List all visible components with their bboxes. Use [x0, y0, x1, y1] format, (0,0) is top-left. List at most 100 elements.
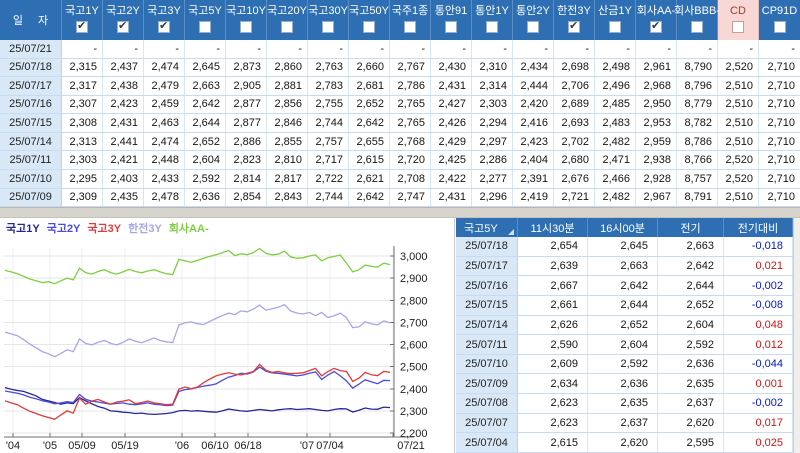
- detail-prev-cell: 2,644: [658, 276, 724, 295]
- value-cell: 2,814: [226, 169, 267, 188]
- table-row[interactable]: 25/07/21- - - - - - - - - - - - - - - - - -: [0, 40, 800, 59]
- detail-row[interactable]: 25/07/04 2,615 2,620 2,595 0,025: [456, 433, 793, 453]
- value-cell: 2,303: [472, 95, 513, 114]
- vertical-scrollbar[interactable]: [793, 218, 800, 453]
- column-checkbox[interactable]: [199, 21, 211, 33]
- detail-row[interactable]: 25/07/14 2,626 2,652 2,604 0,048: [456, 315, 793, 336]
- detail-1130-cell: 2,661: [518, 295, 588, 315]
- value-cell: 2,297: [472, 132, 513, 151]
- legend-item-한전3Y: 한전3Y: [128, 223, 162, 235]
- value-cell: 2,295: [62, 169, 103, 188]
- table-row[interactable]: 25/07/15 2,308 2,431 2,463 2,644 2,877 2,846 2,…: [0, 114, 800, 133]
- yield-line-chart[interactable]: 3,000 2,900 2,800 2,700 2,600 2,500 2,400 2,300…: [0, 218, 455, 453]
- column-checkbox[interactable]: [486, 21, 498, 33]
- value-cell: 2,474: [144, 132, 185, 151]
- value-cell: 2,421: [103, 151, 144, 169]
- detail-row[interactable]: 25/07/11 2,590 2,604 2,592 0,012: [456, 335, 793, 355]
- column-checkbox[interactable]: [732, 21, 744, 33]
- legend-item-국고3Y: 국고3Y: [87, 223, 122, 235]
- column-checkbox[interactable]: [76, 19, 88, 33]
- detail-date-cell: 25/07/17: [456, 256, 518, 276]
- detail-row[interactable]: 25/07/18 2,654 2,645 2,663 -0,018: [456, 237, 793, 257]
- value-cell: -: [513, 40, 554, 58]
- value-cell: 2,710: [767, 61, 795, 74]
- column-header-국고30Y: 국고30Y: [308, 0, 349, 40]
- detail-col-header-국고5Y[interactable]: 국고5Y: [456, 218, 518, 237]
- column-checkbox[interactable]: [527, 21, 539, 33]
- table-row[interactable]: 25/07/16 2,307 2,423 2,459 2,642 2,877 2,856 2,…: [0, 95, 800, 115]
- value-cell: 2,642: [185, 95, 226, 114]
- detail-1600-cell: 2,592: [588, 354, 658, 374]
- value-cell: 2,604: [185, 151, 226, 169]
- y-axis-label: 2,500: [400, 362, 428, 374]
- value-cell: -: [595, 40, 636, 58]
- column-checkbox[interactable]: [609, 21, 621, 33]
- horizontal-splitter[interactable]: [0, 207, 800, 218]
- table-row[interactable]: 25/07/10 2,295 2,403 2,433 2,592 2,814 2,817 2,…: [0, 169, 800, 189]
- value-cell: -: [185, 40, 226, 58]
- column-checkbox-wrap: [363, 21, 375, 40]
- detail-row[interactable]: 25/07/15 2,661 2,644 2,652 -0,008: [456, 295, 793, 316]
- column-checkbox[interactable]: [691, 21, 703, 33]
- column-checkbox[interactable]: [281, 21, 293, 33]
- detail-prev-cell: 2,592: [658, 335, 724, 354]
- value-cell: 2,855: [267, 132, 308, 151]
- value-cell: 8,779: [677, 95, 718, 114]
- column-label: 한전3Y: [557, 5, 591, 17]
- detail-row[interactable]: 25/07/09 2,634 2,636 2,635 0,001: [456, 374, 793, 395]
- date-cell: 25/07/14: [0, 132, 62, 151]
- value-cell: 2,744: [308, 114, 349, 132]
- date-cell: 25/07/18: [0, 58, 62, 77]
- table-row[interactable]: 25/07/09 2,309 2,435 2,478 2,636 2,854 2,843 2,…: [0, 188, 800, 208]
- detail-col-label: 전기: [680, 222, 701, 235]
- value-cell: -: [390, 40, 431, 58]
- value-cell: 2,846: [267, 114, 308, 132]
- value-cell: 2,434: [513, 58, 554, 77]
- value-cell: 2,905: [226, 77, 267, 95]
- detail-col-label: 전기대비: [737, 222, 779, 235]
- column-checkbox-wrap: [199, 21, 211, 40]
- value-cell: 2,471: [595, 151, 636, 169]
- table-row[interactable]: 25/07/17 2,317 2,438 2,479 2,663 2,905 2,881 2,…: [0, 77, 800, 96]
- table-row[interactable]: 25/07/14 2,313 2,441 2,474 2,652 2,886 2,855 2,…: [0, 132, 800, 152]
- value-cell: 2,433: [144, 169, 185, 188]
- column-checkbox[interactable]: [773, 21, 786, 33]
- column-checkbox[interactable]: [445, 21, 457, 33]
- table-row[interactable]: 25/07/11 2,303 2,421 2,448 2,604 2,823 2,810 2,…: [0, 151, 800, 170]
- detail-row[interactable]: 25/07/10 2,609 2,592 2,636 -0,044: [456, 354, 793, 375]
- date-cell: 25/07/15: [0, 114, 62, 132]
- column-checkbox[interactable]: [117, 19, 129, 33]
- detail-1600-cell: 2,642: [588, 276, 658, 295]
- value-cell: -: [554, 40, 595, 58]
- detail-row[interactable]: 25/07/08 2,623 2,635 2,637 -0,002: [456, 394, 793, 414]
- legend-item-국고1Y: 국고1Y: [6, 223, 40, 235]
- detail-row[interactable]: 25/07/16 2,667 2,642 2,644 -0,002: [456, 276, 793, 296]
- detail-row[interactable]: 25/07/07 2,623 2,637 2,620 0,017: [456, 413, 793, 434]
- column-header-회사AA-: 회사AA-: [636, 0, 677, 40]
- detail-row[interactable]: 25/07/17 2,639 2,663 2,642 0,021: [456, 256, 793, 277]
- column-checkbox[interactable]: [240, 21, 252, 33]
- value-cell: 2,710: [767, 154, 795, 167]
- column-checkbox[interactable]: [322, 21, 334, 33]
- detail-change-cell: 0,021: [724, 256, 793, 276]
- yield-chart-panel[interactable]: 국고1Y 국고2Y 국고3Y 한전3Y 회사AA- 3,000 2,900 2,800 2,7…: [0, 218, 455, 453]
- column-header-국고3Y: 국고3Y: [144, 0, 185, 40]
- value-cell: -: [103, 40, 144, 58]
- column-label: 국고1Y: [65, 5, 99, 17]
- table-row[interactable]: 25/07/18 2,315 2,437 2,474 2,645 2,873 2,860 2,…: [0, 58, 800, 78]
- column-checkbox[interactable]: [363, 21, 375, 33]
- value-cell: 2,689: [554, 95, 595, 114]
- detail-date-cell: 25/07/08: [456, 394, 518, 413]
- y-axis-label: 2,400: [400, 384, 428, 396]
- column-checkbox[interactable]: [158, 19, 170, 33]
- detail-date-cell: 25/07/14: [456, 315, 518, 335]
- detail-change-cell: -0,008: [724, 295, 793, 315]
- column-header-국고10Y: 국고10Y: [226, 0, 267, 40]
- column-checkbox[interactable]: [650, 19, 662, 33]
- column-checkbox[interactable]: [404, 21, 416, 33]
- value-cell: 2,482: [595, 132, 636, 151]
- x-axis-label: 06/10: [201, 440, 229, 452]
- column-checkbox-wrap: [732, 21, 744, 40]
- column-checkbox[interactable]: [568, 19, 580, 33]
